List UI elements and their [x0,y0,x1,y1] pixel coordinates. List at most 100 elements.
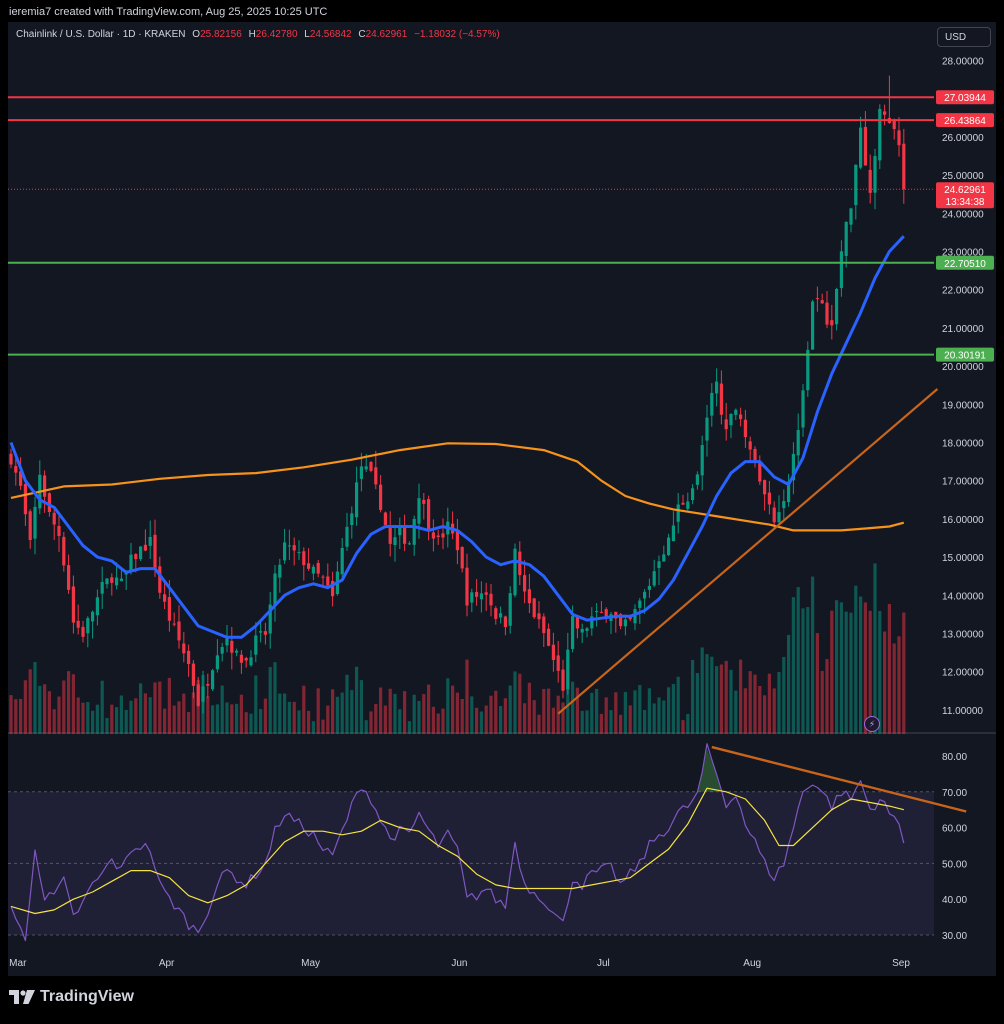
candle-body [71,586,75,623]
candle-body [52,512,56,525]
volume-bar [364,720,368,734]
candle-body [287,545,291,547]
volume-bar [758,686,762,734]
price-axis-tick: 24.00000 [942,209,984,220]
volume-bar [129,700,133,734]
chart-svg[interactable]: 27.03944 26.43864 22.70510 20.30191 24.62961… [8,22,996,976]
volume-bar [403,691,407,734]
volume-bar [335,696,339,734]
price-axis-tick: 12.00000 [942,668,984,679]
volume-bar [806,607,810,734]
candle-body [657,561,661,568]
volume-bar [489,695,493,734]
volume-bar [873,563,877,734]
candle-body [801,390,805,428]
volume-bar [177,701,181,734]
tradingview-brand[interactable]: TradingView [9,988,134,1006]
volume-bar [422,694,426,734]
candle-body [623,619,627,627]
price-axis-tick: 14.00000 [942,591,984,602]
ma-fast-line [9,235,905,639]
candle-body [412,518,416,545]
candle-body [719,383,723,415]
volume-bar [52,709,56,734]
candle-body [527,589,531,604]
candle-body [902,143,906,190]
volume-bars [9,563,906,734]
volume-bar [734,690,738,734]
volume-bar [110,704,114,734]
volume-bar [383,705,387,734]
candle-body [513,548,517,596]
candle-body [139,546,143,560]
price-axis-tick: 28.00000 [942,57,984,68]
candle-body [148,536,152,546]
volume-bar [782,656,786,734]
candle-body [479,593,483,600]
volume-bar [652,703,656,734]
volume-bar [503,698,507,734]
volume-bar [81,702,85,734]
volume-bar [513,671,517,734]
ohlc-legend: Chainlink / U.S. Dollar · 1D · KRAKEN O2… [16,29,500,40]
candle-body [806,349,810,391]
candle-body [67,565,71,590]
volume-bar [811,576,815,734]
time-axis-tick: May [301,958,320,969]
volume-bar [143,693,147,734]
volume-bar [47,691,51,734]
price-axis-tick: 11.00000 [942,706,983,717]
volume-bar [561,702,565,734]
resistance-label-bg-0 [936,90,994,105]
volume-bar [38,685,42,734]
volume-bar [187,712,191,734]
volume-bar [643,710,647,734]
candle-body [667,537,671,556]
volume-bar [369,711,373,734]
currency-button[interactable]: USD [937,27,991,47]
volume-bar [710,656,714,734]
volume-bar [820,670,824,734]
candle-body [863,126,867,166]
volume-bar [172,705,176,734]
volume-bar [436,713,440,734]
candle-body [499,613,503,618]
candle-body [470,592,474,603]
candle-body [33,506,37,539]
candle-body [230,640,234,653]
chart-panel[interactable]: 27.03944 26.43864 22.70510 20.30191 24.62961… [8,22,996,976]
support-label-bg-3 [936,347,994,362]
candle-body [739,414,743,420]
volume-bar [292,701,296,734]
price-axis-tick: 21.00000 [942,324,984,335]
candle-body [782,500,786,509]
support-label-2: 22.70510 [944,259,986,270]
volume-bar [215,704,219,734]
volume-bar [590,692,594,734]
volume-bar [283,693,287,734]
lightning-icon[interactable]: ⚡ [864,716,880,732]
volume-bar [633,690,637,734]
volume-bar [628,705,632,734]
candle-body [215,655,219,670]
volume-bar [787,634,791,734]
candle-body [489,593,493,606]
volume-bar [859,596,863,734]
volume-bar [158,681,162,734]
candle-body [431,532,435,539]
volume-bar [407,721,411,734]
candle-body [436,535,440,538]
candle-body [532,598,536,618]
price-axis-tick: 22.00000 [942,286,984,297]
candle-body [239,654,243,663]
candle-body [206,683,210,686]
candle-body [820,300,824,304]
volume-bar [647,688,651,734]
candle-body [119,578,123,582]
volume-bar [499,706,503,734]
candle-body [340,547,344,575]
price-axis-tick: 13.00000 [942,630,984,641]
candle-body [859,127,863,168]
volume-bar [753,674,757,734]
volume-bar [235,703,239,734]
